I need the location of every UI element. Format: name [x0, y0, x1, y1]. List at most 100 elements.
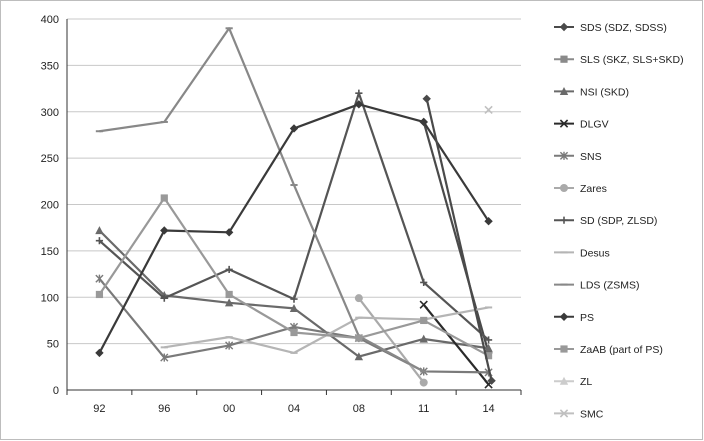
- y-tick-label: 400: [41, 14, 59, 26]
- legend-label: ZaAB (part of PS): [580, 344, 663, 356]
- legend-marker: [559, 119, 569, 128]
- series-ps: [95, 100, 493, 358]
- legend-entry: SD (SDP, ZLSD): [554, 215, 657, 227]
- data-point: [95, 226, 104, 235]
- data-point: [420, 316, 428, 325]
- data-point: [289, 303, 299, 312]
- legend-marker: [560, 345, 568, 353]
- legend-entry: SMC: [554, 408, 604, 420]
- x-tick-label: 96: [158, 403, 170, 415]
- legend-marker: [560, 216, 568, 224]
- data-point: [419, 300, 428, 309]
- x-tick-label: 00: [223, 403, 235, 415]
- y-tick-label: 200: [41, 200, 59, 212]
- data-point: [355, 334, 363, 342]
- legend-label: SD (SDP, ZLSD): [580, 215, 657, 227]
- data-point: [225, 265, 233, 274]
- data-point: [354, 294, 363, 303]
- data-point: [355, 89, 363, 97]
- x-tick-label: 08: [353, 403, 365, 415]
- axes: 0 50 100 150 200 250 300 350 400 92 96 00 04 08 11 14: [41, 14, 522, 415]
- series-extra-segment: [422, 94, 496, 385]
- x-tick-label: 92: [93, 403, 105, 415]
- legend-label: SNS: [580, 151, 602, 163]
- data-point: [95, 290, 104, 299]
- data-point: [160, 294, 168, 302]
- legend-label: NSI (SKD): [580, 86, 629, 98]
- legend-marker: [559, 312, 569, 321]
- data-point: [484, 343, 493, 352]
- data-point: [224, 298, 234, 307]
- data-point: [484, 336, 493, 344]
- x-tick-label: 14: [482, 403, 494, 415]
- y-tick-label: 0: [53, 385, 59, 397]
- data-point: [484, 352, 493, 360]
- data-point: [484, 105, 493, 115]
- series-line: [425, 98, 493, 381]
- legend-label: PS: [580, 312, 594, 324]
- legend-marker: [560, 184, 568, 192]
- series-line: [422, 121, 490, 354]
- legend-entry: LDS (ZSMS): [554, 280, 640, 292]
- data-point: [225, 290, 233, 299]
- legend-label: DLGV: [580, 119, 609, 131]
- y-tick-label: 100: [41, 292, 59, 304]
- series-lds-zsms-: [95, 27, 428, 373]
- legend-marker: [559, 376, 569, 385]
- data-point: [225, 341, 234, 350]
- legend-marker: [559, 87, 569, 95]
- legend-entry: SLS (SKZ, SLS+SKD): [554, 54, 684, 66]
- data-point: [160, 353, 169, 362]
- legend-entry: NSI (SKD): [554, 86, 629, 98]
- y-tick-label: 350: [41, 60, 59, 72]
- legend-entry: Zares: [554, 183, 607, 195]
- data-point: [95, 237, 104, 245]
- data-point: [289, 124, 299, 133]
- legend-entry: SNS: [554, 151, 602, 163]
- series-sds-sdz-sdss-: [419, 117, 493, 358]
- legend-marker: [559, 22, 569, 32]
- legend-label: ZL: [580, 376, 592, 388]
- data-point: [224, 228, 234, 237]
- legend-entry: ZaAB (part of PS): [554, 344, 663, 356]
- series-line: [99, 27, 425, 373]
- series-sd-sdp-zlsd-: [95, 89, 493, 344]
- x-tick-label: 11: [418, 403, 429, 415]
- series-line: [357, 297, 425, 384]
- gridlines: [67, 18, 521, 391]
- legend-label: Desus: [580, 247, 610, 259]
- data-point: [419, 117, 428, 127]
- legend-entry: ZL: [554, 376, 592, 388]
- legend-marker: [559, 409, 569, 418]
- series-zares: [354, 294, 428, 387]
- data-point: [422, 94, 431, 103]
- data-point: [420, 278, 428, 287]
- legend-entry: DLGV: [554, 119, 609, 131]
- data-point: [354, 100, 364, 109]
- data-point: [419, 378, 428, 387]
- legend-label: SDS (SDZ, SDSS): [580, 22, 667, 34]
- y-tick-label: 300: [41, 107, 59, 119]
- y-tick-label: 250: [41, 153, 59, 165]
- data-point: [419, 334, 428, 343]
- data-point: [487, 376, 496, 385]
- legend-marker: [559, 151, 569, 160]
- series-zaab-part-of-ps-: [95, 194, 493, 360]
- legend: SDS (SDZ, SDSS) SLS (SKZ, SLS+SKD) NSI (SK…: [554, 22, 684, 420]
- legend-label: SMC: [580, 408, 604, 420]
- legend-marker: [560, 55, 568, 63]
- data-point: [95, 274, 104, 283]
- data-point: [160, 226, 169, 235]
- series-smc: [484, 105, 493, 115]
- x-tick-label: 04: [288, 403, 300, 415]
- data-point: [290, 295, 298, 303]
- data-point: [290, 328, 298, 337]
- legend-label: Zares: [580, 183, 607, 195]
- data-point: [354, 352, 364, 361]
- legend-label: SLS (SKZ, SLS+SKD): [580, 54, 684, 66]
- legend-entry: SDS (SDZ, SDSS): [554, 22, 667, 34]
- series-lines: [95, 27, 496, 389]
- y-tick-label: 150: [41, 246, 59, 258]
